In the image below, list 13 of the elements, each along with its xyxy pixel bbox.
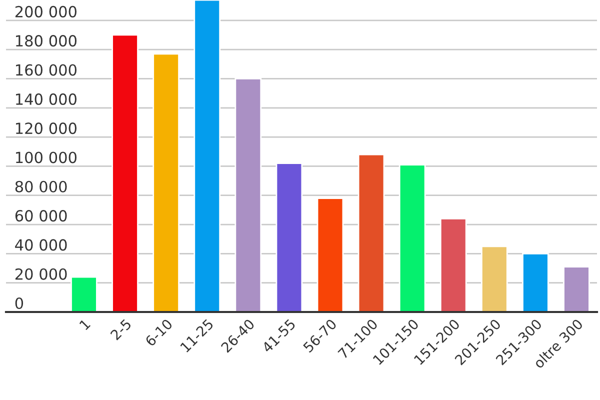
y-tick-label: 100 000 [16, 152, 76, 164]
y-tick-label: 80 000 [15, 180, 67, 192]
y-tick-label: 160 000 [16, 64, 76, 76]
x-tick-label: 1 [79, 318, 91, 330]
y-tick-label: 60 000 [15, 210, 67, 222]
y-tick-label: 40 000 [15, 239, 67, 251]
y-tick-label: 120 000 [16, 122, 76, 134]
y-tick-label: 0 [15, 297, 24, 310]
x-tick-label: 2-5 [110, 318, 132, 340]
y-tick-label: 180 000 [16, 35, 76, 47]
y-tick-label: 140 000 [16, 93, 76, 105]
y-tick-label: 200 000 [15, 6, 76, 18]
y-tick-label: 20 000 [15, 268, 67, 280]
